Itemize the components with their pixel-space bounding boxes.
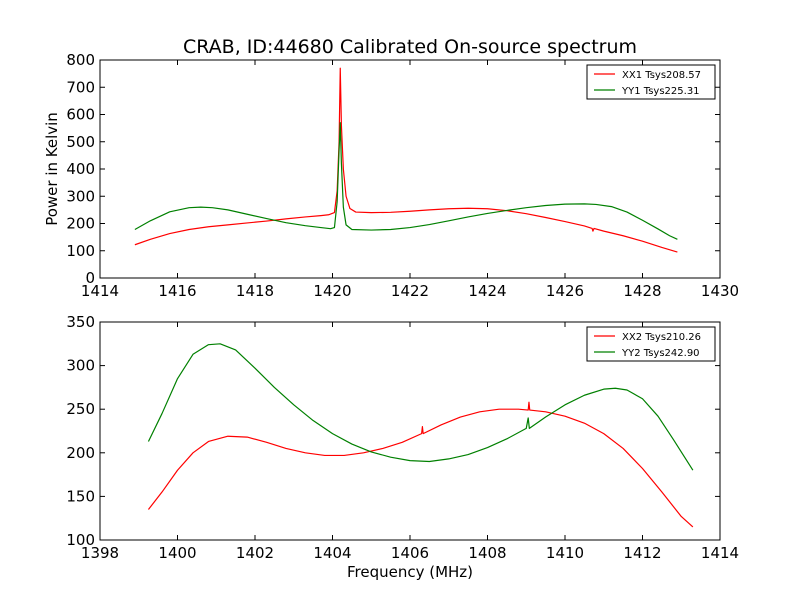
top-y-axis-label: Power in Kelvin bbox=[43, 112, 61, 226]
top-x-tick-label: 1430 bbox=[701, 282, 739, 300]
top-y-tick-label: 700 bbox=[66, 78, 95, 96]
bottom-x-tick-label: 1410 bbox=[546, 544, 584, 562]
top-x-tick-label: 1414 bbox=[81, 282, 119, 300]
bottom-y-tick-label: 300 bbox=[66, 357, 95, 375]
top-x-tick-label: 1424 bbox=[468, 282, 506, 300]
bottom-y-tick-label: 100 bbox=[66, 531, 95, 549]
top-x-tick-label: 1420 bbox=[313, 282, 351, 300]
bottom-x-tick-label: 1398 bbox=[81, 544, 119, 562]
top-y-tick-label: 300 bbox=[66, 187, 95, 205]
bottom-y-tick-label: 150 bbox=[66, 487, 95, 505]
top-x-tick-label: 1428 bbox=[623, 282, 661, 300]
top-y-tick-label: 500 bbox=[66, 133, 95, 151]
top-spectrum-plot: 1414 1416 1418 1420 1422 1424 1426 1428 1430 0 100… bbox=[43, 51, 739, 300]
bottom-x-tick-label: 1402 bbox=[236, 544, 274, 562]
top-y-tick-label: 200 bbox=[66, 215, 95, 233]
bottom-x-tick-label: 1412 bbox=[623, 544, 661, 562]
bottom-legend: XX2 Tsys210.26 YY2 Tsys242.90 bbox=[586, 326, 716, 362]
bottom-series-line-1 bbox=[147, 401, 694, 528]
bottom-y-tick-label: 200 bbox=[66, 444, 95, 462]
bottom-x-tick-label: 1406 bbox=[391, 544, 429, 562]
bottom-x-tick-label: 1414 bbox=[701, 544, 739, 562]
bottom-y-tick-label: 250 bbox=[66, 400, 95, 418]
figure-title: CRAB, ID:44680 Calibrated On-source spec… bbox=[183, 36, 637, 58]
bottom-x-tick-label: 1404 bbox=[313, 544, 351, 562]
top-y-tick-label: 0 bbox=[85, 269, 95, 287]
top-x-tick-label: 1418 bbox=[236, 282, 274, 300]
bottom-x-tick-label: 1408 bbox=[468, 544, 506, 562]
bottom-legend-label-2: YY2 Tsys242.90 bbox=[621, 348, 700, 359]
top-x-tick-label: 1422 bbox=[391, 282, 429, 300]
top-series-line-1 bbox=[134, 67, 678, 253]
top-legend-label-1: XX1 Tsys208.57 bbox=[622, 70, 701, 81]
top-legend-label-2: YY1 Tsys225.31 bbox=[621, 86, 700, 97]
bottom-x-tick-label: 1400 bbox=[158, 544, 196, 562]
top-y-tick-label: 600 bbox=[66, 106, 95, 124]
top-y-tick-label: 400 bbox=[66, 160, 95, 178]
bottom-series-line-2 bbox=[147, 343, 694, 471]
bottom-spectrum-plot: 1398 1400 1402 1404 1406 1408 1410 1412 1414 100 1… bbox=[66, 313, 739, 581]
top-x-tick-label: 1426 bbox=[546, 282, 584, 300]
bottom-x-axis-label: Frequency (MHz) bbox=[347, 563, 473, 581]
bottom-legend-box bbox=[586, 326, 716, 362]
bottom-legend-label-1: XX2 Tsys210.26 bbox=[622, 332, 701, 343]
bottom-y-tick-label: 350 bbox=[66, 313, 95, 331]
top-legend: XX1 Tsys208.57 YY1 Tsys225.31 bbox=[586, 64, 716, 100]
top-series-line-2 bbox=[134, 122, 678, 240]
top-y-tick-label: 800 bbox=[66, 51, 95, 69]
top-legend-box bbox=[586, 64, 716, 100]
top-x-tick-label: 1416 bbox=[158, 282, 196, 300]
top-y-tick-label: 100 bbox=[66, 242, 95, 260]
